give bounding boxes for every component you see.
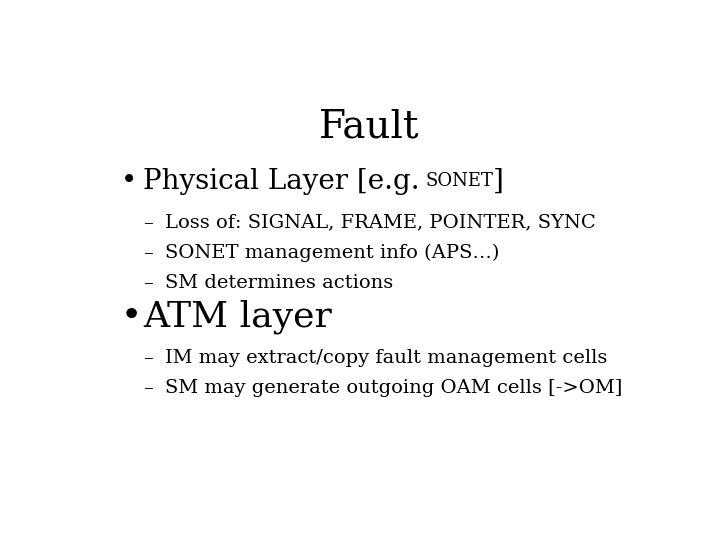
Text: •: • xyxy=(121,168,137,195)
Text: SONET management info (APS…): SONET management info (APS…) xyxy=(166,244,500,262)
Text: IM may extract/copy fault management cells: IM may extract/copy fault management cel… xyxy=(166,349,608,367)
Text: ATM layer: ATM layer xyxy=(143,299,332,334)
Text: SM may generate outgoing OAM cells [->OM]: SM may generate outgoing OAM cells [->OM… xyxy=(166,379,623,397)
Text: –: – xyxy=(143,244,153,262)
Text: SONET: SONET xyxy=(425,172,493,190)
Text: •: • xyxy=(121,299,142,333)
Text: –: – xyxy=(143,274,153,292)
Text: –: – xyxy=(143,214,153,232)
Text: –: – xyxy=(143,379,153,397)
Text: Physical Layer [e.g.: Physical Layer [e.g. xyxy=(143,168,425,195)
Text: Loss of: SIGNAL, FRAME, POINTER, SYNC: Loss of: SIGNAL, FRAME, POINTER, SYNC xyxy=(166,214,596,232)
Text: –: – xyxy=(143,349,153,367)
Text: Fault: Fault xyxy=(319,109,419,145)
Text: ]: ] xyxy=(493,168,504,195)
Text: SM determines actions: SM determines actions xyxy=(166,274,394,292)
